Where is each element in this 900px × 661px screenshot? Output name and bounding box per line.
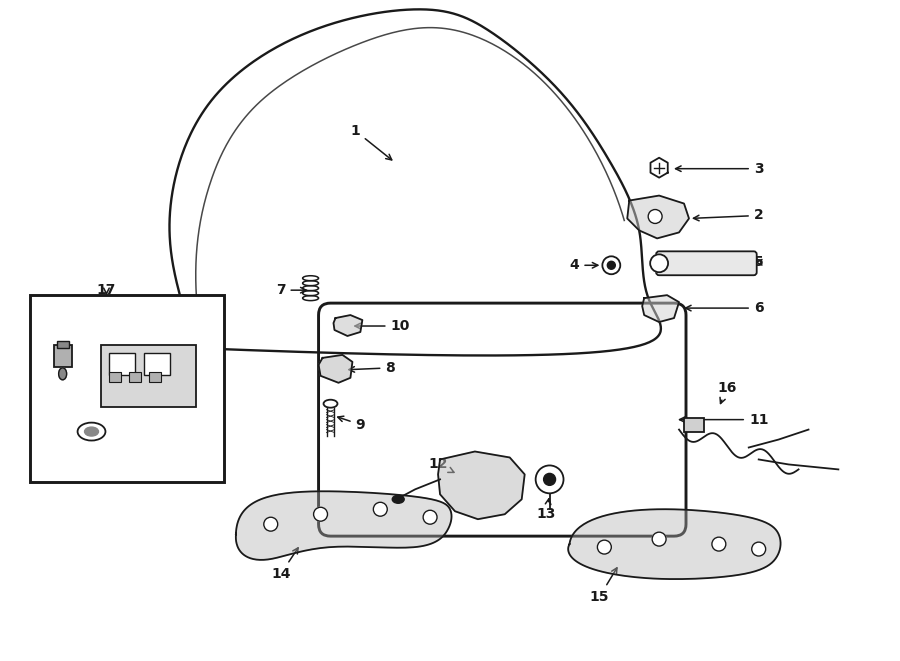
FancyBboxPatch shape [656, 251, 757, 275]
Circle shape [313, 507, 328, 521]
Bar [149, 372, 161, 382]
Circle shape [536, 465, 563, 493]
Polygon shape [643, 295, 679, 322]
Circle shape [264, 517, 278, 531]
Bar [30, 295, 224, 483]
Bar [327, 408, 335, 436]
Polygon shape [236, 491, 452, 560]
Text: 17: 17 [97, 283, 116, 297]
Bar [144, 353, 170, 375]
Text: 9: 9 [338, 416, 365, 432]
Text: 11: 11 [680, 412, 769, 426]
Bar [110, 353, 135, 375]
Circle shape [544, 473, 555, 485]
Polygon shape [319, 355, 353, 383]
Text: 12: 12 [428, 457, 454, 473]
Text: 1: 1 [350, 124, 392, 160]
Text: 3: 3 [676, 162, 763, 176]
Bar [102, 345, 196, 407]
Text: 13: 13 [537, 499, 556, 522]
Text: 8: 8 [349, 361, 395, 375]
Bar [54, 345, 72, 367]
Text: 2: 2 [694, 208, 763, 223]
Text: 14: 14 [271, 548, 298, 581]
Ellipse shape [392, 495, 404, 503]
Circle shape [712, 537, 725, 551]
Circle shape [752, 542, 766, 556]
Circle shape [598, 540, 611, 554]
Text: 16: 16 [717, 381, 736, 403]
Text: 7: 7 [276, 283, 306, 297]
Text: 19: 19 [52, 328, 71, 348]
Text: 15: 15 [590, 568, 617, 604]
Text: 18: 18 [75, 442, 94, 461]
Bar [130, 372, 141, 382]
Bar [684, 418, 704, 432]
Circle shape [648, 210, 662, 223]
Text: 10: 10 [355, 319, 410, 333]
Polygon shape [438, 451, 525, 519]
Circle shape [602, 256, 620, 274]
Circle shape [608, 261, 616, 269]
Text: 6: 6 [686, 301, 763, 315]
Polygon shape [568, 509, 780, 579]
Ellipse shape [58, 368, 67, 380]
Bar [57, 341, 68, 348]
Text: 4: 4 [570, 258, 598, 272]
Circle shape [652, 532, 666, 546]
Ellipse shape [85, 427, 98, 436]
Circle shape [374, 502, 387, 516]
Circle shape [650, 254, 668, 272]
Polygon shape [334, 315, 363, 336]
Circle shape [423, 510, 437, 524]
Bar [110, 372, 122, 382]
Text: 5: 5 [754, 255, 763, 269]
Ellipse shape [77, 422, 105, 440]
Polygon shape [627, 196, 689, 239]
